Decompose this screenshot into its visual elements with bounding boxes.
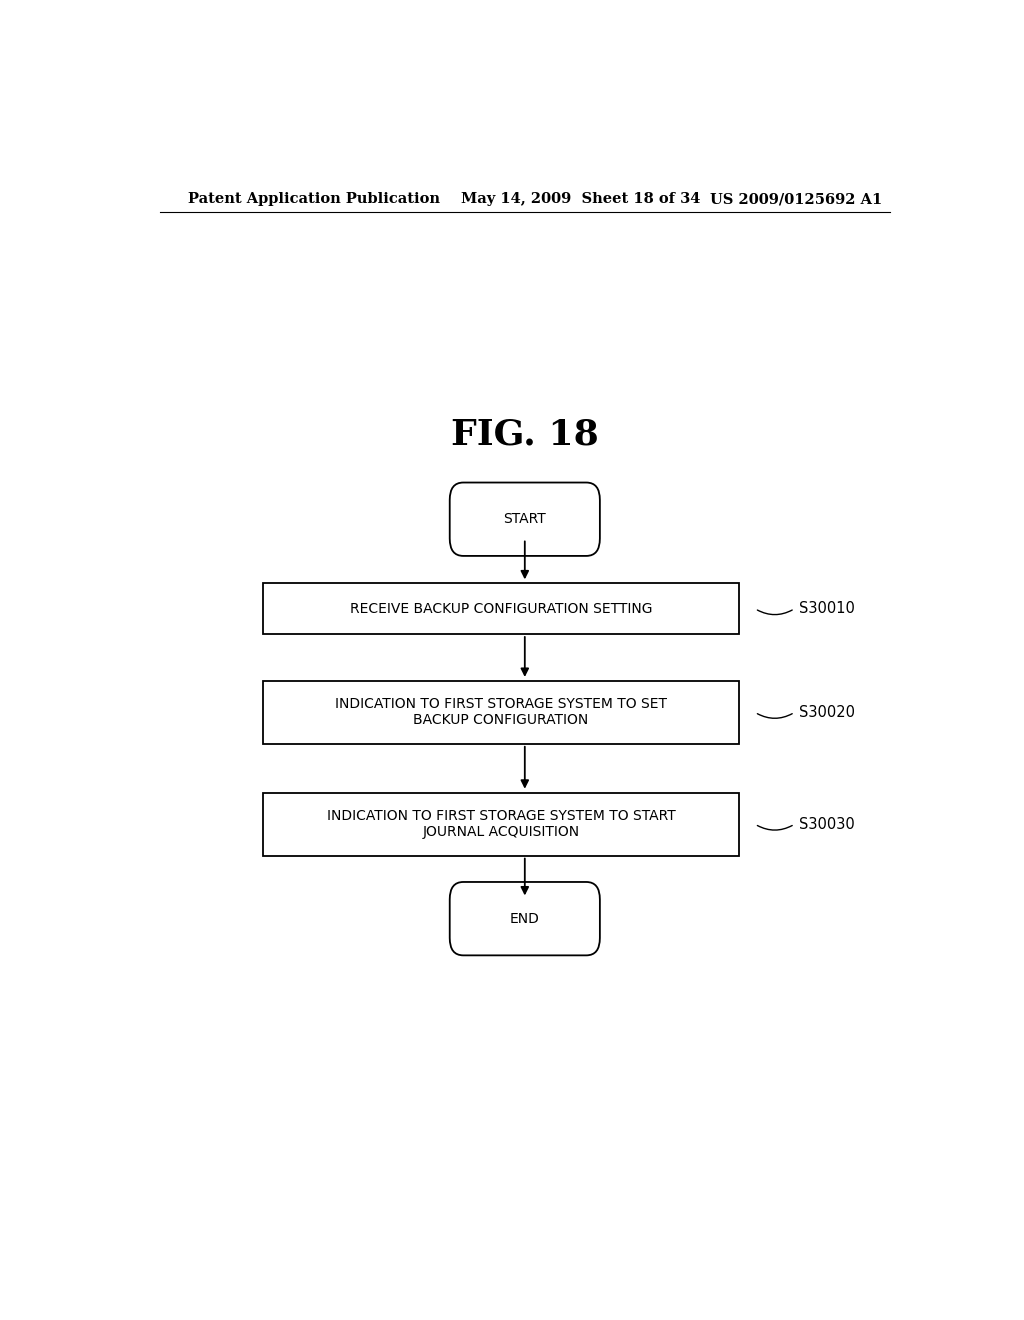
- FancyBboxPatch shape: [450, 483, 600, 556]
- FancyBboxPatch shape: [450, 882, 600, 956]
- Text: INDICATION TO FIRST STORAGE SYSTEM TO SET
BACKUP CONFIGURATION: INDICATION TO FIRST STORAGE SYSTEM TO SE…: [335, 697, 667, 727]
- Text: RECEIVE BACKUP CONFIGURATION SETTING: RECEIVE BACKUP CONFIGURATION SETTING: [350, 602, 652, 615]
- Text: FIG. 18: FIG. 18: [451, 418, 599, 451]
- Text: S30030: S30030: [799, 817, 854, 832]
- Text: S30010: S30010: [799, 601, 854, 616]
- Bar: [263, 681, 739, 744]
- Bar: [263, 792, 739, 855]
- Text: INDICATION TO FIRST STORAGE SYSTEM TO START
JOURNAL ACQUISITION: INDICATION TO FIRST STORAGE SYSTEM TO ST…: [327, 809, 676, 840]
- Text: START: START: [504, 512, 546, 527]
- Text: May 14, 2009  Sheet 18 of 34: May 14, 2009 Sheet 18 of 34: [461, 191, 700, 206]
- Text: S30020: S30020: [799, 705, 855, 719]
- Text: US 2009/0125692 A1: US 2009/0125692 A1: [710, 191, 882, 206]
- Bar: [263, 583, 739, 634]
- Text: END: END: [510, 912, 540, 925]
- Text: Patent Application Publication: Patent Application Publication: [187, 191, 439, 206]
